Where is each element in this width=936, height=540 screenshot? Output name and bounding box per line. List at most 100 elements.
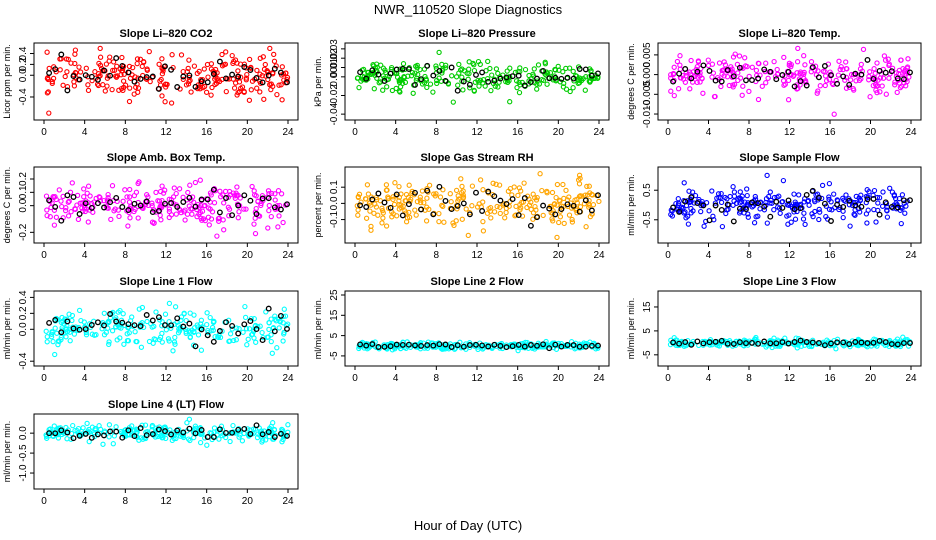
data-point xyxy=(216,218,222,224)
data-point xyxy=(103,61,110,67)
data-point xyxy=(44,435,50,441)
data-point-highlight xyxy=(454,342,461,349)
x-tick-label: 20 xyxy=(865,127,877,138)
data-point-highlight xyxy=(143,198,150,205)
data-point-highlight xyxy=(546,345,553,352)
data-point xyxy=(166,206,173,212)
data-point xyxy=(280,338,286,344)
data-point-highlight xyxy=(393,191,400,198)
data-point xyxy=(137,321,144,327)
data-point-highlight xyxy=(864,56,871,63)
data-point xyxy=(183,82,190,88)
data-point-highlight xyxy=(241,192,248,199)
data-point xyxy=(284,77,290,83)
data-point xyxy=(223,49,229,55)
data-point-highlight xyxy=(424,62,431,69)
data-point-highlight xyxy=(736,64,743,71)
data-point xyxy=(583,224,589,230)
data-point xyxy=(127,186,133,193)
data-point xyxy=(389,214,395,220)
data-point xyxy=(109,328,116,334)
panel-1: Slope Li–820 CO2 Licor ppm per min. 0 4 8 12 1… xyxy=(2,28,299,138)
y-tick-label: 0.4 xyxy=(18,46,29,60)
data-point xyxy=(43,193,50,199)
data-point xyxy=(502,215,508,221)
data-point-highlight xyxy=(247,67,254,73)
data-point xyxy=(867,69,873,75)
data-point-highlight xyxy=(724,201,731,208)
data-point-highlight xyxy=(700,62,707,69)
data-point xyxy=(433,63,439,69)
x-tick-label: 0 xyxy=(665,373,671,384)
data-point xyxy=(675,86,682,92)
data-point xyxy=(205,329,211,336)
data-point-highlight xyxy=(94,431,101,438)
data-point xyxy=(459,183,465,190)
data-point-highlight xyxy=(101,432,107,439)
y-axis-label: ml/min per min. xyxy=(626,174,636,236)
data-point xyxy=(202,435,208,441)
data-point xyxy=(371,86,377,92)
data-point-highlight xyxy=(369,196,376,203)
data-point xyxy=(755,96,762,103)
data-point xyxy=(819,195,825,202)
data-point-highlight xyxy=(107,428,114,435)
data-point xyxy=(229,52,235,59)
data-point-highlight xyxy=(718,206,725,213)
data-point xyxy=(439,346,445,352)
data-point-highlight xyxy=(210,186,217,193)
y-tick-label: 0.4 xyxy=(18,290,29,304)
data-point xyxy=(836,58,842,64)
y-tick-label: -0.4 xyxy=(18,352,29,370)
data-point xyxy=(185,65,191,72)
data-point-highlight xyxy=(131,200,138,207)
data-point xyxy=(135,75,141,81)
data-point xyxy=(453,187,460,194)
data-point xyxy=(709,74,715,80)
data-point xyxy=(547,70,554,76)
data-point xyxy=(64,84,71,90)
y-tick-label: -0.010 xyxy=(642,99,653,128)
data-point xyxy=(574,196,580,203)
panel-title: Slope Line 1 Flow xyxy=(120,276,213,288)
data-point xyxy=(880,189,886,195)
data-point xyxy=(147,78,153,85)
data-point xyxy=(905,343,912,349)
data-point-highlight xyxy=(491,193,498,200)
data-point xyxy=(406,182,412,188)
data-point xyxy=(843,192,849,198)
data-point xyxy=(390,196,396,203)
data-point xyxy=(505,79,511,86)
data-point xyxy=(266,207,272,214)
data-point xyxy=(434,80,440,87)
data-point xyxy=(66,198,72,204)
data-point xyxy=(205,74,211,80)
data-point-highlight xyxy=(515,72,522,79)
data-point-highlight xyxy=(876,337,883,344)
x-tick-label: 16 xyxy=(201,373,213,384)
data-point xyxy=(115,207,121,213)
data-point xyxy=(584,183,590,190)
data-point xyxy=(70,422,76,429)
data-point xyxy=(281,306,287,312)
data-point-highlight xyxy=(870,195,877,202)
data-point xyxy=(261,66,268,72)
data-point xyxy=(113,74,120,80)
data-point xyxy=(272,191,278,197)
data-point-highlight xyxy=(755,200,762,207)
data-point-highlight xyxy=(521,195,528,202)
data-point xyxy=(116,87,122,93)
data-point xyxy=(356,191,363,197)
data-point xyxy=(718,83,724,90)
x-tick-label: 16 xyxy=(824,127,836,138)
data-point-highlight xyxy=(676,208,683,215)
data-point xyxy=(111,67,118,73)
data-point xyxy=(864,220,870,226)
data-point-highlight xyxy=(70,194,77,200)
data-point xyxy=(114,198,120,205)
panel-title: Slope Sample Flow xyxy=(739,152,840,164)
data-point xyxy=(242,303,248,310)
data-point xyxy=(423,218,430,224)
data-point xyxy=(51,222,58,228)
data-point xyxy=(77,69,84,75)
